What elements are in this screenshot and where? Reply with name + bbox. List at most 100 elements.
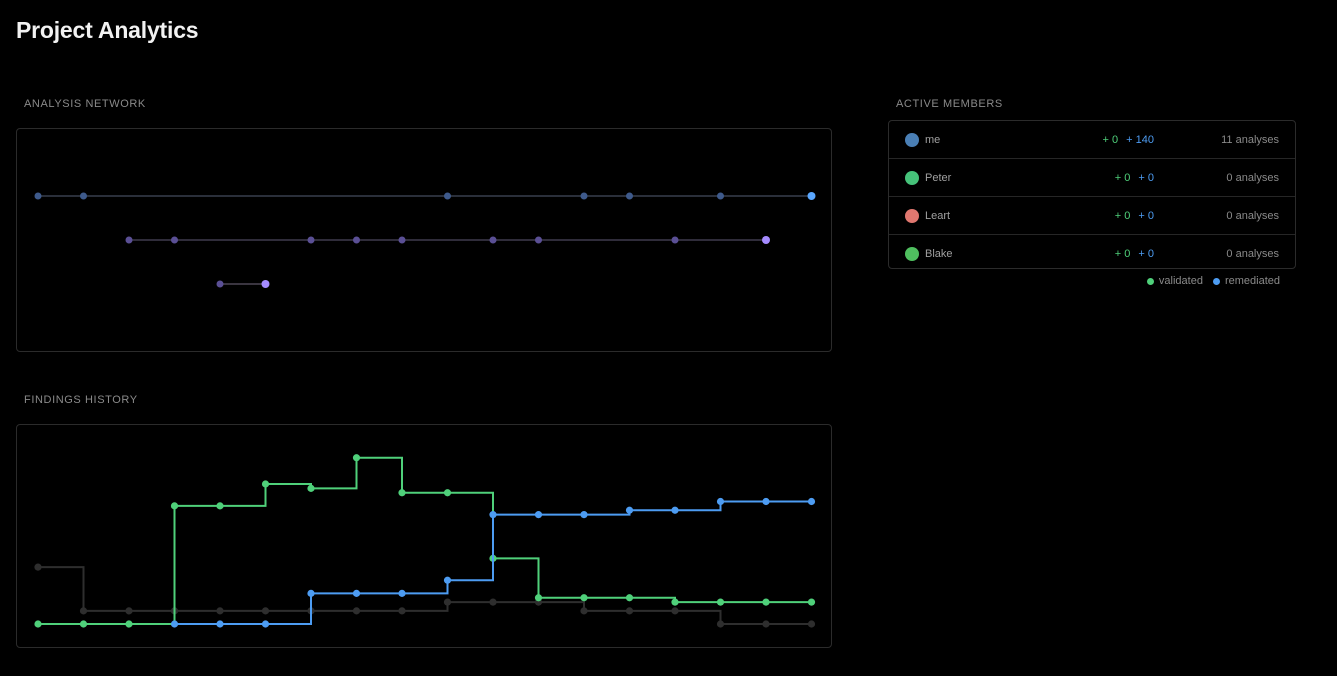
remediated-point — [580, 511, 588, 519]
commit-node — [34, 192, 42, 200]
validated-series-line — [38, 456, 812, 625]
analysis-network-graph — [34, 192, 816, 288]
commit-node — [671, 236, 679, 244]
other-series-line — [38, 566, 812, 625]
remediated-point — [671, 506, 679, 514]
validated-point — [807, 598, 816, 606]
other-point — [671, 607, 679, 615]
validated-point — [79, 620, 88, 628]
validated-point — [580, 594, 588, 602]
validated-point — [398, 489, 406, 497]
commit-node — [717, 192, 724, 200]
commit-node — [535, 236, 542, 244]
remediated-dot-icon — [1212, 277, 1220, 285]
legend-validated-label: validated — [1158, 275, 1203, 287]
other-point — [216, 607, 224, 615]
other-point — [352, 607, 361, 615]
findings-history-chart — [34, 454, 816, 628]
member-stats: + 0 + 0 — [1115, 172, 1154, 184]
remediated-point — [261, 620, 270, 628]
page-title: Project Analytics — [16, 17, 199, 43]
validated-point — [443, 489, 452, 497]
validated-point — [307, 484, 315, 492]
validated-point — [625, 594, 634, 602]
commit-node — [489, 236, 497, 244]
commit-node — [125, 236, 133, 244]
validated-count: + 0 — [1114, 209, 1131, 222]
validated-point — [762, 598, 770, 606]
remediated-point — [625, 506, 634, 514]
legend-remediated-label: remediated — [1224, 275, 1280, 287]
remediated-count: + 0 — [1138, 171, 1154, 184]
remediated-count: + 0 — [1138, 247, 1154, 260]
validated-point — [216, 502, 224, 510]
commit-node — [626, 192, 633, 200]
commit-node — [80, 192, 87, 200]
member-stats: + 0 + 0 — [1115, 248, 1154, 260]
remediated-point — [443, 576, 452, 584]
avatar — [905, 170, 919, 185]
remediated-point — [807, 497, 816, 506]
validated-point — [352, 454, 361, 462]
branch-tip-node — [807, 192, 816, 200]
commit-node — [171, 236, 178, 244]
findings-history-panel — [16, 424, 832, 648]
validated-dot-icon — [1146, 277, 1154, 285]
avatar — [905, 208, 919, 223]
remediated-point — [534, 511, 543, 519]
remediated-point — [216, 620, 224, 628]
validated-point — [125, 620, 133, 628]
validated-point — [261, 480, 270, 488]
findings-history-label: FINDINGS HISTORY — [24, 394, 138, 406]
validated-point — [170, 502, 179, 510]
commit-node — [307, 236, 315, 244]
other-point — [398, 607, 406, 615]
analyses-count: 0 analyses — [1226, 247, 1279, 260]
validated-point — [671, 598, 679, 606]
other-point — [807, 620, 816, 628]
branch-tip-node — [261, 280, 270, 288]
other-point — [261, 607, 270, 615]
validated-point — [34, 620, 42, 628]
other-point — [762, 620, 770, 628]
member-row[interactable]: Blake + 0 + 0 0 analyses — [889, 235, 1295, 272]
analysis-network-label: ANALYSIS NETWORK — [24, 98, 146, 110]
remediated-point — [489, 511, 497, 519]
other-point — [580, 607, 588, 615]
analyses-count: 0 analyses — [1226, 171, 1279, 184]
validated-count: + 0 — [1102, 133, 1119, 146]
member-stats: + 0 + 140 — [1103, 134, 1154, 146]
validated-point — [534, 594, 543, 602]
other-point — [489, 598, 497, 606]
other-point — [716, 620, 725, 628]
active-members-table: me + 0 + 140 11 analyses Peter + 0 + 0 0 a… — [888, 120, 1296, 269]
member-name: Leart — [925, 209, 951, 222]
member-row[interactable]: Leart + 0 + 0 0 analyses — [889, 197, 1295, 235]
member-row[interactable]: me + 0 + 140 11 analyses — [889, 121, 1295, 159]
avatar — [905, 132, 919, 147]
analyses-count: 11 analyses — [1221, 133, 1279, 146]
commit-node — [216, 280, 224, 288]
commit-node — [580, 192, 588, 200]
remediated-series-line — [174, 500, 812, 625]
branch-tip-node — [762, 236, 770, 244]
members-legend: validated remediated — [1146, 275, 1280, 287]
validated-point — [716, 598, 725, 606]
remediated-count: + 140 — [1126, 133, 1154, 146]
legend-validated: validated — [1146, 275, 1203, 287]
other-point — [443, 598, 452, 606]
remediated-point — [762, 497, 770, 506]
member-name: me — [925, 133, 941, 146]
validated-count: + 0 — [1114, 171, 1131, 184]
analysis-network-panel — [16, 128, 832, 352]
member-row[interactable]: Peter + 0 + 0 0 analyses — [889, 159, 1295, 197]
member-name: Blake — [925, 247, 953, 260]
other-point — [34, 563, 42, 571]
other-point — [625, 607, 634, 615]
remediated-point — [398, 589, 406, 597]
active-members-label: ACTIVE MEMBERS — [896, 98, 1003, 110]
other-point — [79, 607, 88, 615]
remediated-point — [352, 589, 361, 597]
member-name: Peter — [925, 171, 952, 184]
member-stats: + 0 + 0 — [1115, 210, 1154, 222]
